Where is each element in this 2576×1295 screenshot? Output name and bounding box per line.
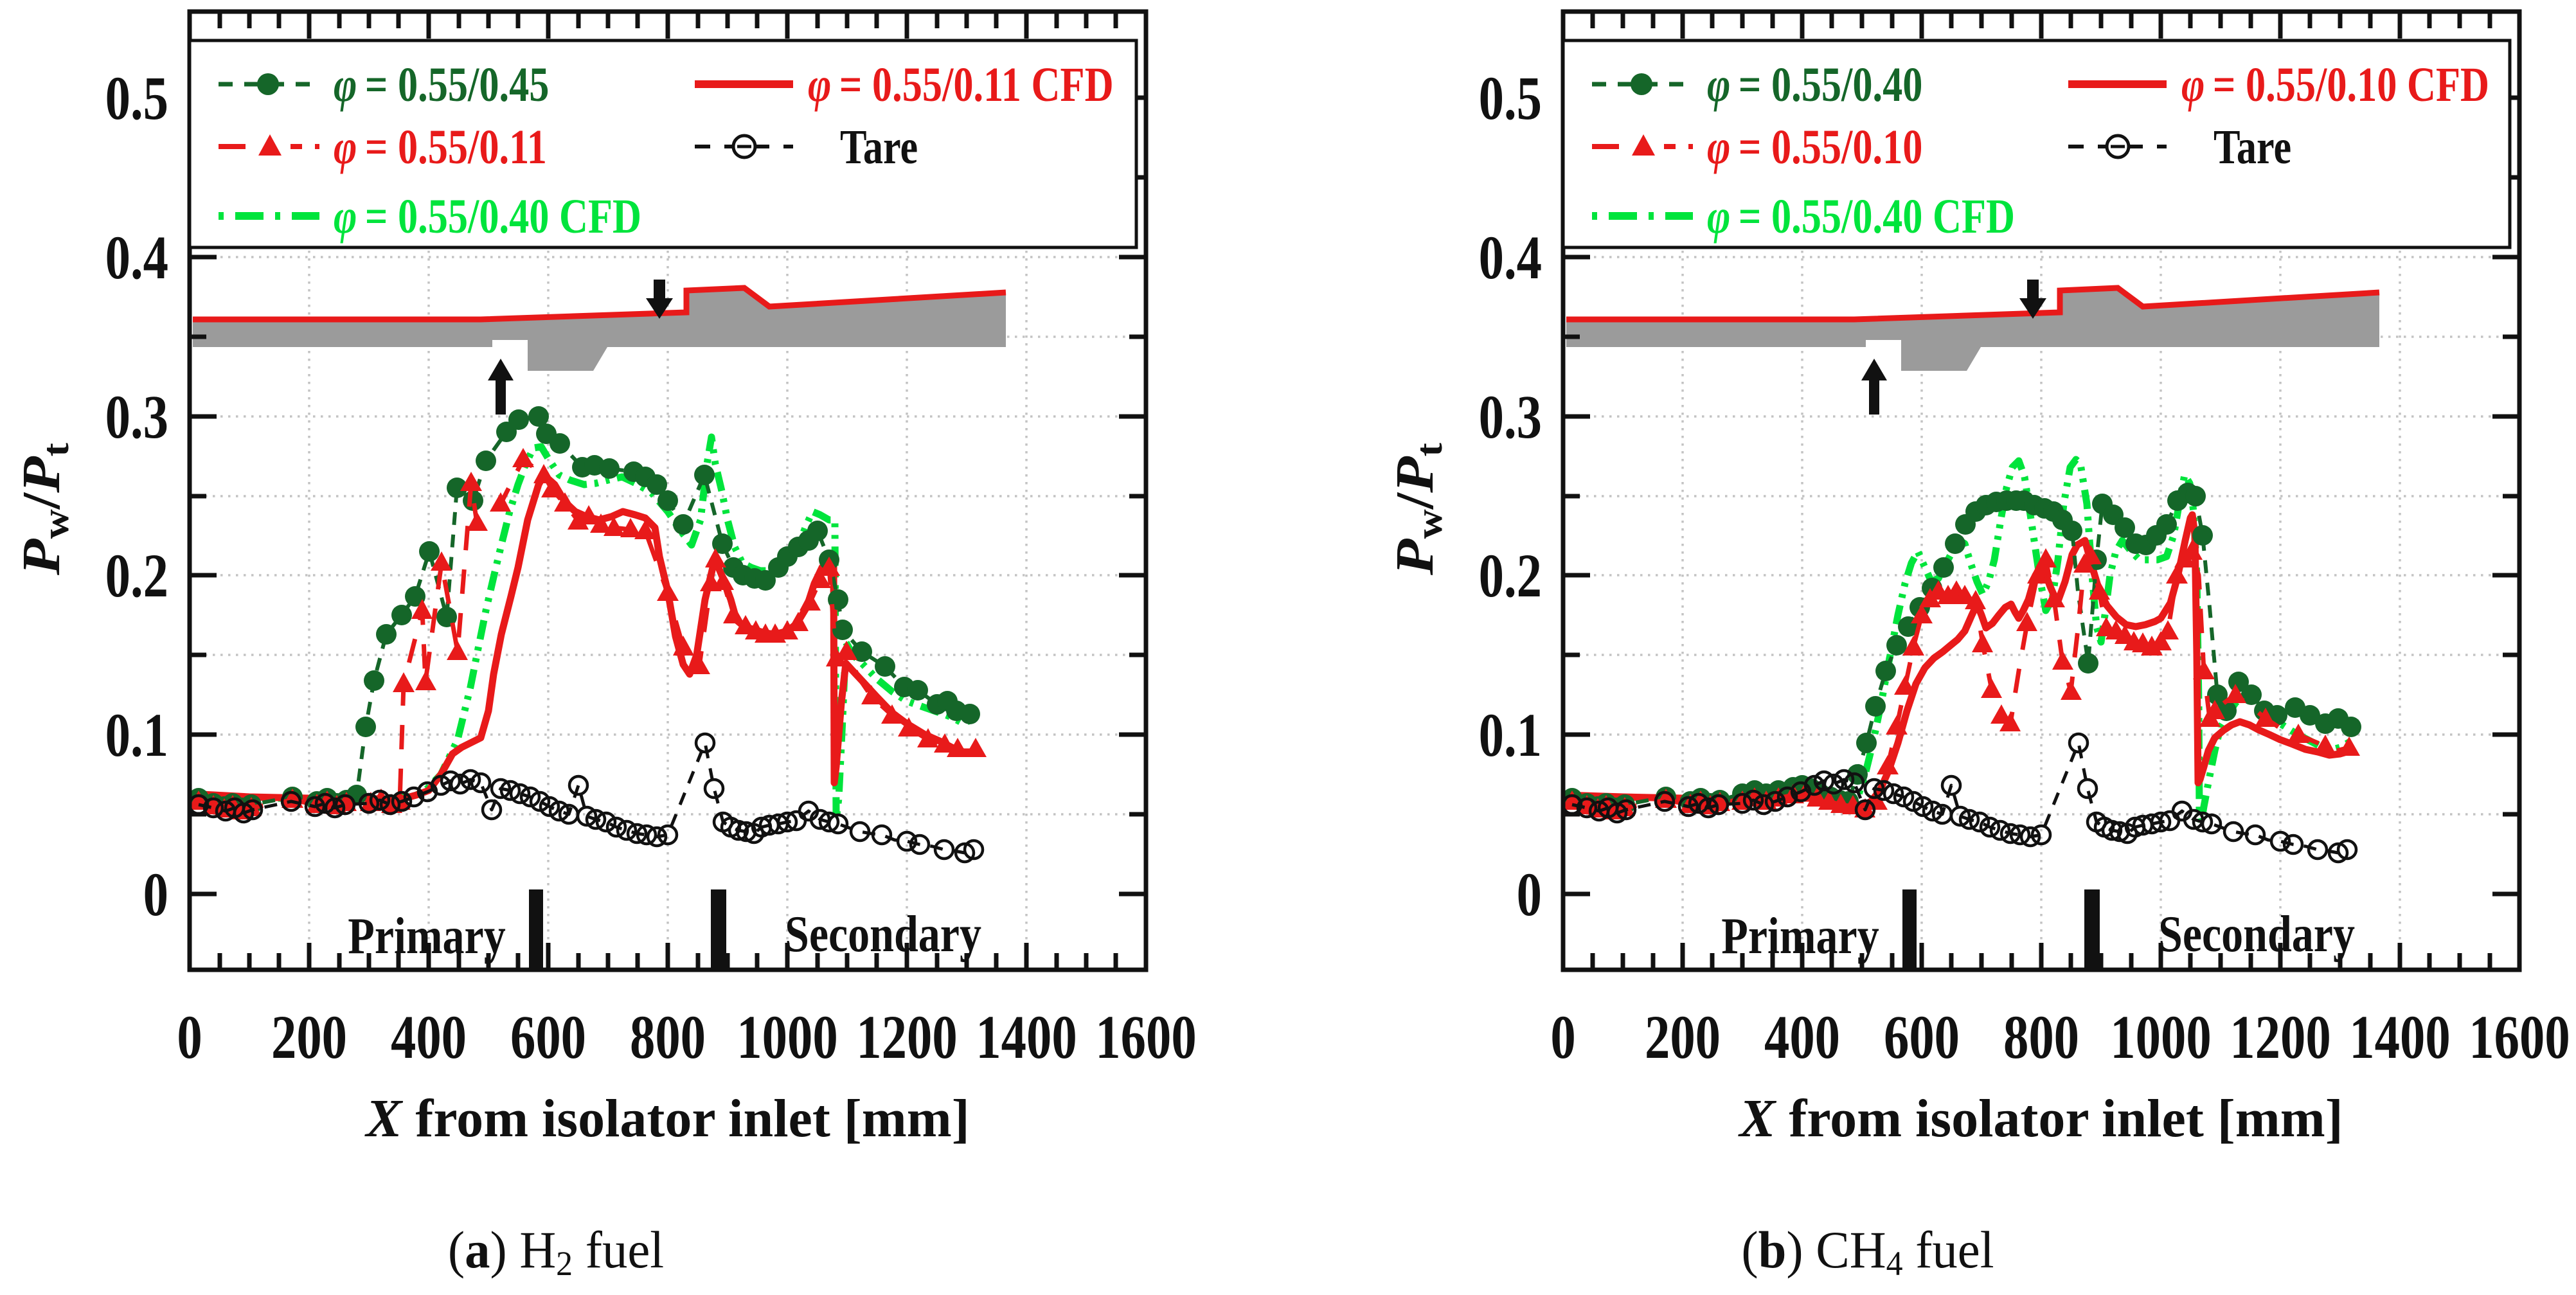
svg-text:(a) H2 fuel: (a) H2 fuel xyxy=(448,1221,664,1283)
svg-text:0.4: 0.4 xyxy=(1479,224,1542,292)
svg-text:Secondary: Secondary xyxy=(785,906,981,963)
svg-text:1400: 1400 xyxy=(976,1003,1077,1071)
svg-text:X from isolator inlet [mm]: X from isolator inlet [mm] xyxy=(364,1089,969,1148)
svg-text:φ = 0.55/0.40 CFD: φ = 0.55/0.40 CFD xyxy=(1707,190,2015,244)
svg-text:0.1: 0.1 xyxy=(1479,701,1542,769)
svg-text:0.5: 0.5 xyxy=(105,64,168,132)
svg-text:0: 0 xyxy=(177,1003,202,1071)
svg-text:200: 200 xyxy=(1645,1003,1721,1071)
svg-text:1200: 1200 xyxy=(856,1003,957,1071)
svg-text:Primary: Primary xyxy=(348,908,505,965)
svg-text:0: 0 xyxy=(1550,1003,1575,1071)
svg-text:φ = 0.55/0.10: φ = 0.55/0.10 xyxy=(1707,120,1922,174)
svg-text:0.2: 0.2 xyxy=(1479,542,1542,610)
svg-text:1000: 1000 xyxy=(737,1003,837,1071)
svg-text:φ = 0.55/0.11 CFD: φ = 0.55/0.11 CFD xyxy=(808,58,1114,112)
svg-text:600: 600 xyxy=(1884,1003,1960,1071)
svg-text:800: 800 xyxy=(2003,1003,2079,1071)
svg-text:(b) CH4 fuel: (b) CH4 fuel xyxy=(1741,1221,1994,1283)
svg-text:200: 200 xyxy=(271,1003,347,1071)
svg-text:X from isolator inlet [mm]: X from isolator inlet [mm] xyxy=(1737,1089,2343,1148)
svg-text:0.1: 0.1 xyxy=(105,701,168,769)
svg-text:Pw/Pt: Pw/Pt xyxy=(12,442,77,576)
svg-text:400: 400 xyxy=(391,1003,467,1071)
svg-text:φ = 0.55/0.40 CFD: φ = 0.55/0.40 CFD xyxy=(334,190,641,244)
svg-text:1200: 1200 xyxy=(2230,1003,2330,1071)
svg-text:0.4: 0.4 xyxy=(105,224,168,292)
svg-text:1600: 1600 xyxy=(2469,1003,2570,1071)
svg-text:Primary: Primary xyxy=(1721,908,1879,965)
svg-text:1000: 1000 xyxy=(2110,1003,2211,1071)
svg-text:0.5: 0.5 xyxy=(1479,64,1542,132)
svg-text:φ = 0.55/0.45: φ = 0.55/0.45 xyxy=(334,58,549,112)
svg-text:Secondary: Secondary xyxy=(2158,906,2355,963)
svg-text:0: 0 xyxy=(143,861,168,929)
svg-text:Tare: Tare xyxy=(2214,120,2291,174)
svg-text:φ = 0.55/0.40: φ = 0.55/0.40 xyxy=(1707,58,1922,112)
svg-text:0.3: 0.3 xyxy=(1479,383,1542,451)
svg-text:0.3: 0.3 xyxy=(105,383,168,451)
svg-text:φ = 0.55/0.10 CFD: φ = 0.55/0.10 CFD xyxy=(2181,58,2489,112)
svg-text:1400: 1400 xyxy=(2349,1003,2450,1071)
svg-text:Tare: Tare xyxy=(840,120,918,174)
svg-text:φ = 0.55/0.11: φ = 0.55/0.11 xyxy=(334,120,547,174)
svg-text:400: 400 xyxy=(1764,1003,1840,1071)
svg-text:0.2: 0.2 xyxy=(105,542,168,610)
svg-text:0: 0 xyxy=(1517,861,1542,929)
svg-text:800: 800 xyxy=(630,1003,706,1071)
svg-text:Pw/Pt: Pw/Pt xyxy=(1385,442,1451,576)
svg-text:1600: 1600 xyxy=(1095,1003,1196,1071)
svg-text:600: 600 xyxy=(510,1003,586,1071)
